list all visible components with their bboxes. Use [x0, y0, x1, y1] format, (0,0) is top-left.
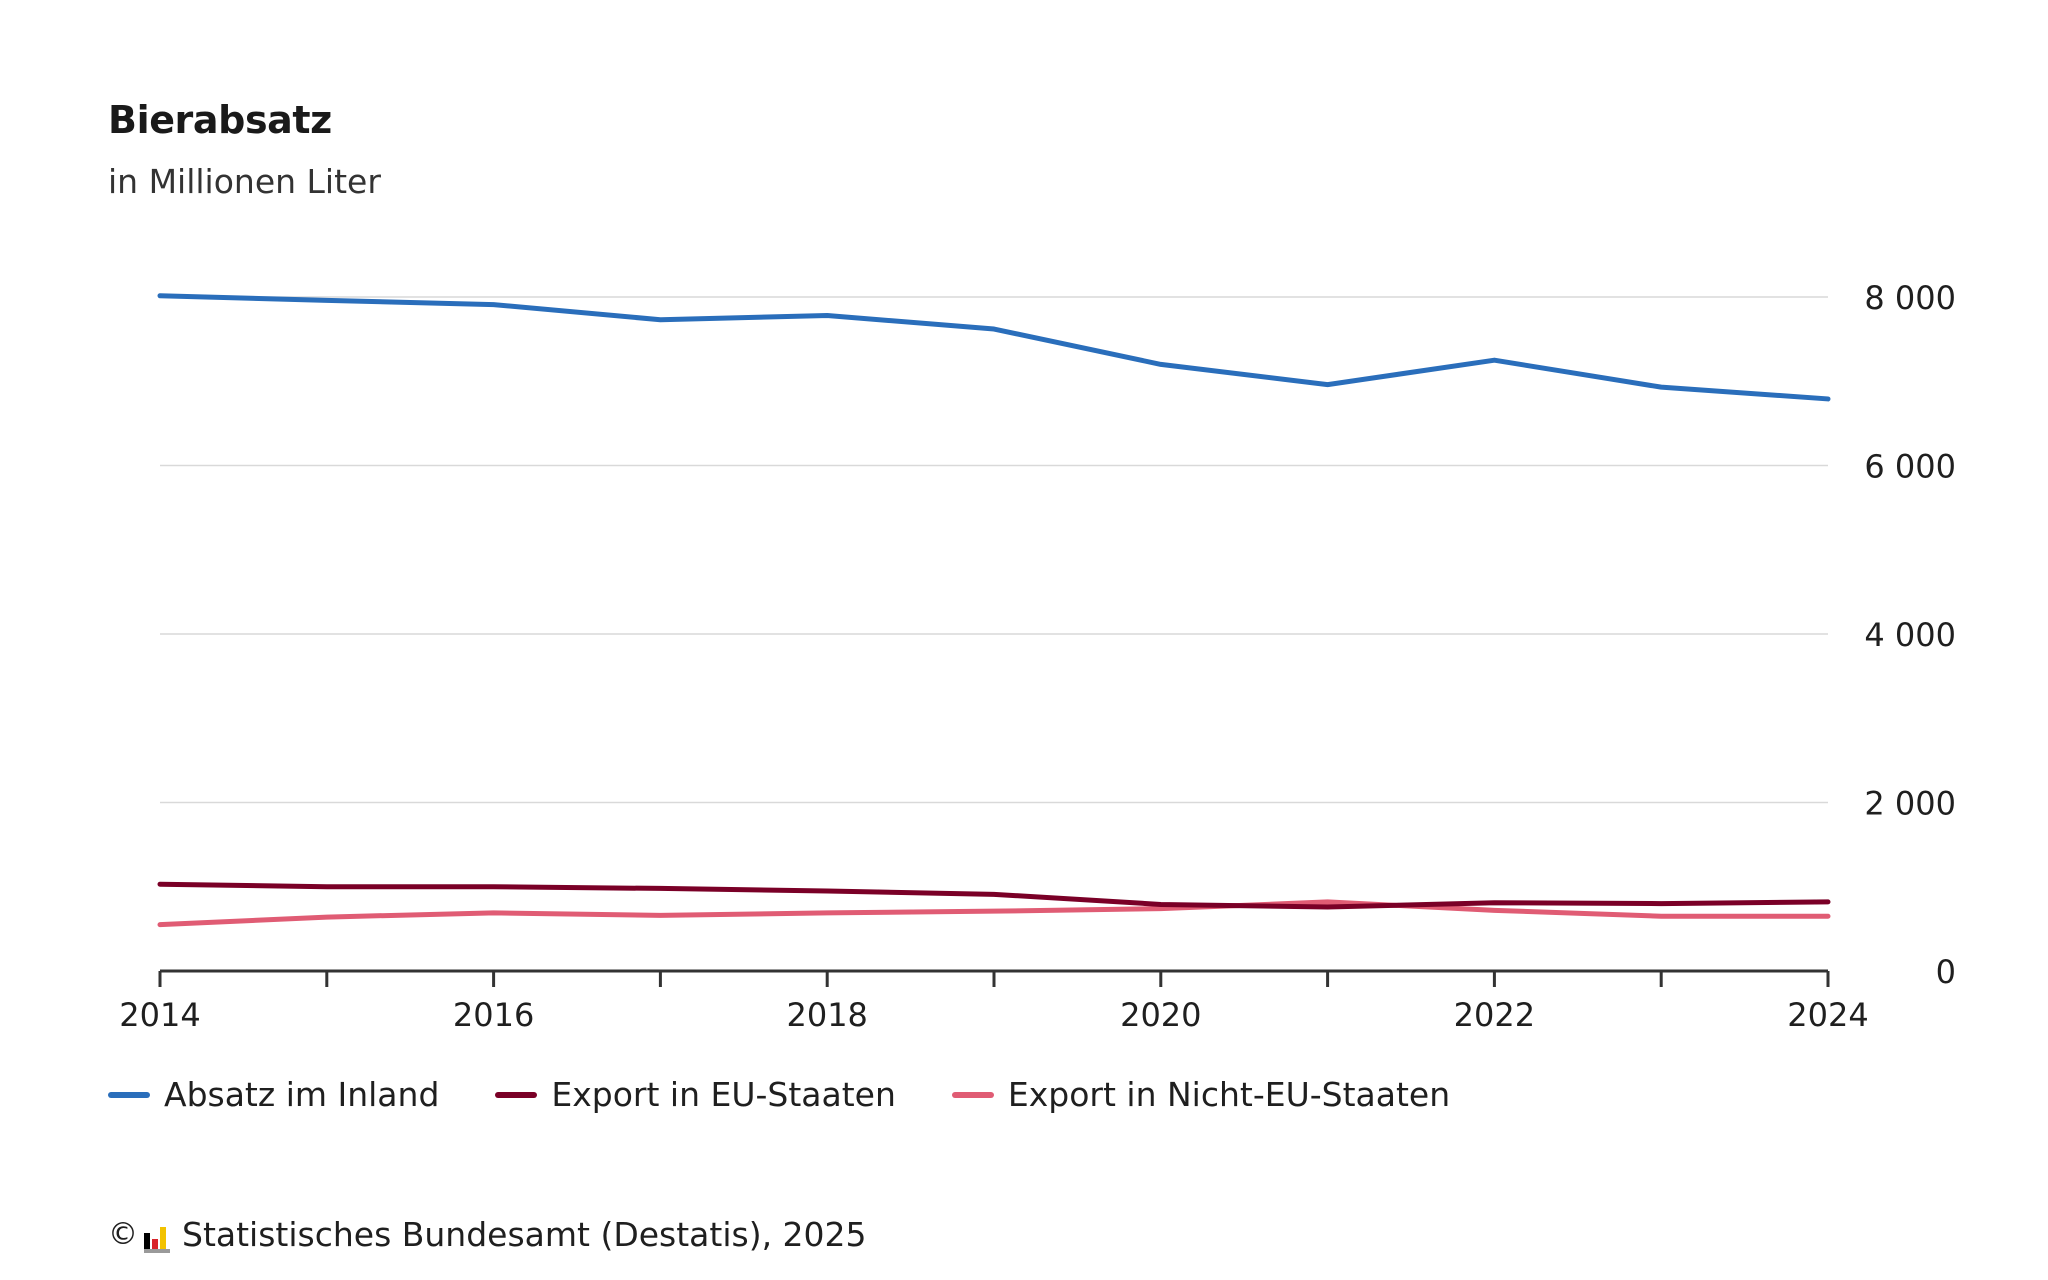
x-tick-label: 2020 — [1120, 996, 1201, 1034]
legend-label-inland: Absatz im Inland — [164, 1075, 440, 1114]
legend-label-export-non-eu: Export in Nicht-EU-Staaten — [1007, 1075, 1451, 1114]
y-axis-labels: 0 2 000 4 000 6 000 8 000 — [1864, 279, 1956, 991]
legend: Absatz im Inland Export in EU-Staaten Ex… — [108, 1075, 1506, 1114]
legend-swatch-inland — [108, 1091, 150, 1098]
y-tick-label: 2 000 — [1864, 785, 1956, 823]
source-text: Statistisches Bundesamt (Destatis), 2025 — [182, 1215, 867, 1254]
destatis-logo-icon — [144, 1221, 170, 1253]
y-tick-label: 8 000 — [1864, 279, 1956, 317]
copyright-icon: © — [108, 1217, 138, 1252]
series-line-1 — [157, 881, 1831, 910]
y-tick-label: 6 000 — [1864, 448, 1956, 486]
y-tick-label: 0 — [1936, 953, 1956, 991]
x-tick-label: 2022 — [1454, 996, 1535, 1034]
series-line-2 — [157, 899, 1831, 928]
legend-item-inland[interactable]: Absatz im Inland — [108, 1075, 439, 1114]
x-tick-label: 2018 — [786, 996, 867, 1034]
legend-swatch-export-non-eu — [951, 1091, 994, 1098]
legend-item-export-eu[interactable]: Export in EU-Staaten — [495, 1075, 896, 1114]
x-tick-label: 2024 — [1787, 996, 1868, 1034]
chart-title: Bierabsatz — [108, 98, 332, 142]
x-axis: 2014 2016 2018 2020 2022 2024 — [119, 969, 1869, 1034]
grid-lines — [160, 296, 1828, 804]
series-line-0 — [157, 293, 1831, 402]
y-tick-label: 4 000 — [1864, 616, 1956, 654]
source-footer: © Statistisches Bundesamt (Destatis), 20… — [108, 1215, 867, 1254]
x-tick-label: 2014 — [119, 996, 200, 1034]
legend-label-export-eu: Export in EU-Staaten — [551, 1075, 896, 1114]
legend-item-export-non-eu[interactable]: Export in Nicht-EU-Staaten — [951, 1075, 1451, 1114]
x-tick-label: 2016 — [453, 996, 534, 1034]
legend-swatch-export-eu — [495, 1091, 538, 1098]
series-lines — [157, 293, 1831, 928]
chart-subtitle: in Millionen Liter — [108, 162, 381, 201]
